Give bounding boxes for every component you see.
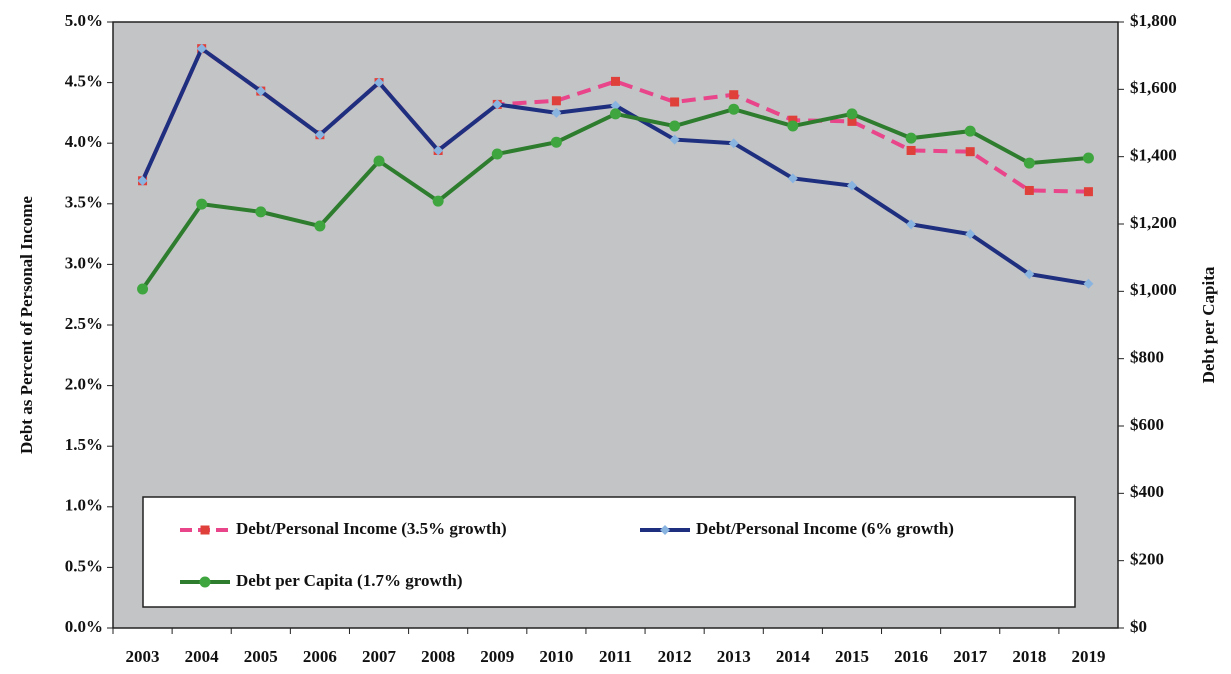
x-tick-label: 2009 — [480, 647, 514, 666]
series-marker — [137, 175, 148, 186]
x-tick-label: 2014 — [776, 647, 811, 666]
y2-tick-label: $600 — [1130, 415, 1164, 434]
series-marker — [1082, 152, 1094, 164]
series-marker — [137, 283, 149, 295]
series-marker — [728, 103, 740, 115]
series-marker — [196, 43, 207, 54]
x-tick-label: 2018 — [1012, 647, 1046, 666]
series-marker — [787, 173, 798, 184]
series-marker — [196, 198, 208, 210]
series-marker — [492, 99, 503, 110]
series-marker — [787, 120, 799, 132]
series-marker — [964, 125, 976, 137]
y-tick-label: 4.0% — [65, 132, 103, 151]
series-marker — [433, 145, 444, 156]
x-tick-label: 2003 — [126, 647, 160, 666]
x-tick-label: 2013 — [717, 647, 751, 666]
series-marker — [669, 120, 681, 132]
y2-tick-label: $1,600 — [1130, 78, 1177, 97]
y2-tick-label: $1,400 — [1130, 146, 1177, 165]
y-tick-label: 3.5% — [65, 193, 103, 212]
x-tick-label: 2006 — [303, 647, 337, 666]
series-marker — [670, 97, 680, 107]
y-tick-label: 3.0% — [65, 253, 103, 272]
legend-label: Debt/Personal Income (6% growth) — [696, 519, 954, 538]
x-tick-label: 2011 — [599, 647, 632, 666]
y-tick-label: 0.5% — [65, 556, 103, 575]
x-tick-label: 2015 — [835, 647, 869, 666]
legend-marker — [199, 576, 211, 588]
series-marker — [255, 86, 266, 97]
y2-tick-label: $400 — [1130, 482, 1164, 501]
y-axis-title: Debt as Percent of Personal Income — [17, 196, 36, 454]
series-marker — [847, 116, 857, 126]
x-tick-label: 2007 — [362, 647, 397, 666]
legend-label: Debt/Personal Income (3.5% growth) — [236, 519, 507, 538]
legend — [142, 496, 1076, 608]
series-marker — [846, 108, 858, 120]
series-marker — [1024, 185, 1034, 195]
series-marker — [314, 220, 326, 232]
y-tick-label: 0.0% — [65, 617, 103, 636]
series-marker — [1083, 278, 1094, 289]
x-tick-label: 2019 — [1071, 647, 1105, 666]
series-marker — [314, 129, 325, 140]
series-marker — [255, 206, 267, 218]
series-marker — [906, 145, 916, 155]
series-marker — [1024, 269, 1035, 280]
x-tick-label: 2017 — [953, 647, 988, 666]
y2-tick-label: $1,800 — [1130, 11, 1177, 30]
x-tick-label: 2008 — [421, 647, 455, 666]
series-marker — [965, 147, 975, 157]
legend-marker — [660, 525, 670, 535]
series-marker — [610, 108, 621, 120]
y-tick-label: 4.5% — [65, 72, 103, 91]
y2-axis-title: Debt per Capita — [1199, 266, 1218, 383]
series-marker — [846, 180, 857, 191]
series-marker — [611, 76, 620, 86]
series-marker — [729, 90, 739, 100]
x-tick-label: 2005 — [244, 647, 278, 666]
y2-tick-label: $800 — [1130, 348, 1164, 367]
x-tick-label: 2004 — [185, 647, 220, 666]
series-marker — [905, 132, 917, 144]
series-marker — [610, 100, 621, 111]
series-marker — [551, 96, 561, 106]
series-marker — [788, 115, 798, 125]
y2-tick-label: $1,000 — [1130, 280, 1177, 299]
y-tick-label: 1.5% — [65, 435, 103, 454]
x-tick-label: 2016 — [894, 647, 928, 666]
series-marker — [1083, 187, 1093, 197]
series-marker — [550, 136, 562, 148]
y-tick-label: 5.0% — [65, 11, 103, 30]
y2-tick-label: $1,200 — [1130, 213, 1177, 232]
series-marker — [373, 155, 385, 167]
series-marker — [906, 219, 917, 230]
series-marker — [1023, 157, 1035, 169]
series-marker — [669, 134, 680, 145]
series-marker — [374, 77, 385, 88]
x-tick-label: 2012 — [658, 647, 692, 666]
series-marker — [551, 107, 562, 118]
y-tick-label: 1.0% — [65, 496, 103, 515]
y-tick-label: 2.5% — [65, 314, 103, 333]
legend-label: Debt per Capita (1.7% growth) — [236, 571, 463, 590]
series-marker — [491, 148, 503, 160]
series-marker — [965, 229, 976, 240]
x-tick-label: 2010 — [539, 647, 573, 666]
y2-tick-label: $0 — [1130, 617, 1147, 636]
series-marker — [728, 138, 739, 149]
series-marker — [432, 195, 444, 207]
y2-tick-label: $200 — [1130, 550, 1164, 569]
y-tick-label: 2.0% — [65, 375, 103, 394]
legend-marker — [200, 525, 210, 535]
